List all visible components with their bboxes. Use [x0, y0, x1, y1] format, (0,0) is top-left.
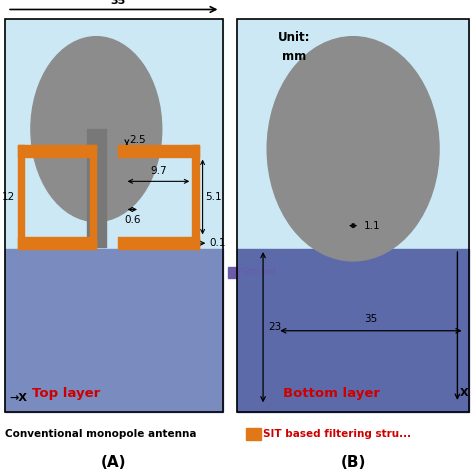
- Text: Conventional monopole antenna: Conventional monopole antenna: [5, 428, 196, 439]
- Text: →X: →X: [9, 393, 27, 403]
- Text: Unit:: Unit:: [278, 31, 310, 44]
- Text: 35: 35: [365, 314, 377, 324]
- Bar: [5, 19, 223, 412]
- Text: (B): (B): [340, 455, 366, 470]
- Text: 1.1: 1.1: [364, 221, 381, 231]
- Text: 0.1: 0.1: [210, 238, 226, 248]
- Bar: [18, 237, 96, 249]
- Bar: [192, 145, 199, 249]
- Text: Bottom layer: Bottom layer: [283, 387, 380, 400]
- Bar: [228, 267, 238, 278]
- Text: Ground: Ground: [240, 267, 276, 277]
- Bar: [5, 19, 223, 249]
- Bar: [90, 145, 96, 249]
- Text: 23: 23: [268, 322, 281, 332]
- Text: 2.5: 2.5: [129, 135, 146, 145]
- Text: 5.1: 5.1: [205, 192, 221, 202]
- Bar: [18, 145, 24, 249]
- Bar: [246, 428, 261, 440]
- Text: mm: mm: [282, 50, 306, 63]
- Text: SIT based filtering stru...: SIT based filtering stru...: [263, 428, 411, 439]
- Ellipse shape: [31, 36, 162, 221]
- Bar: [86, 129, 106, 247]
- Bar: [346, 229, 360, 249]
- Text: (A): (A): [101, 455, 127, 470]
- Bar: [237, 19, 469, 412]
- Text: 0.6: 0.6: [124, 215, 141, 225]
- Text: 9.7: 9.7: [150, 165, 167, 176]
- Text: X: X: [460, 388, 468, 399]
- Bar: [118, 145, 199, 156]
- Bar: [5, 249, 223, 412]
- Bar: [237, 249, 469, 412]
- Text: 35: 35: [110, 0, 126, 6]
- Ellipse shape: [267, 36, 439, 261]
- Bar: [18, 145, 96, 156]
- Text: 12: 12: [2, 192, 16, 202]
- Bar: [237, 19, 469, 249]
- Bar: [118, 237, 199, 249]
- Text: Top layer: Top layer: [32, 387, 100, 400]
